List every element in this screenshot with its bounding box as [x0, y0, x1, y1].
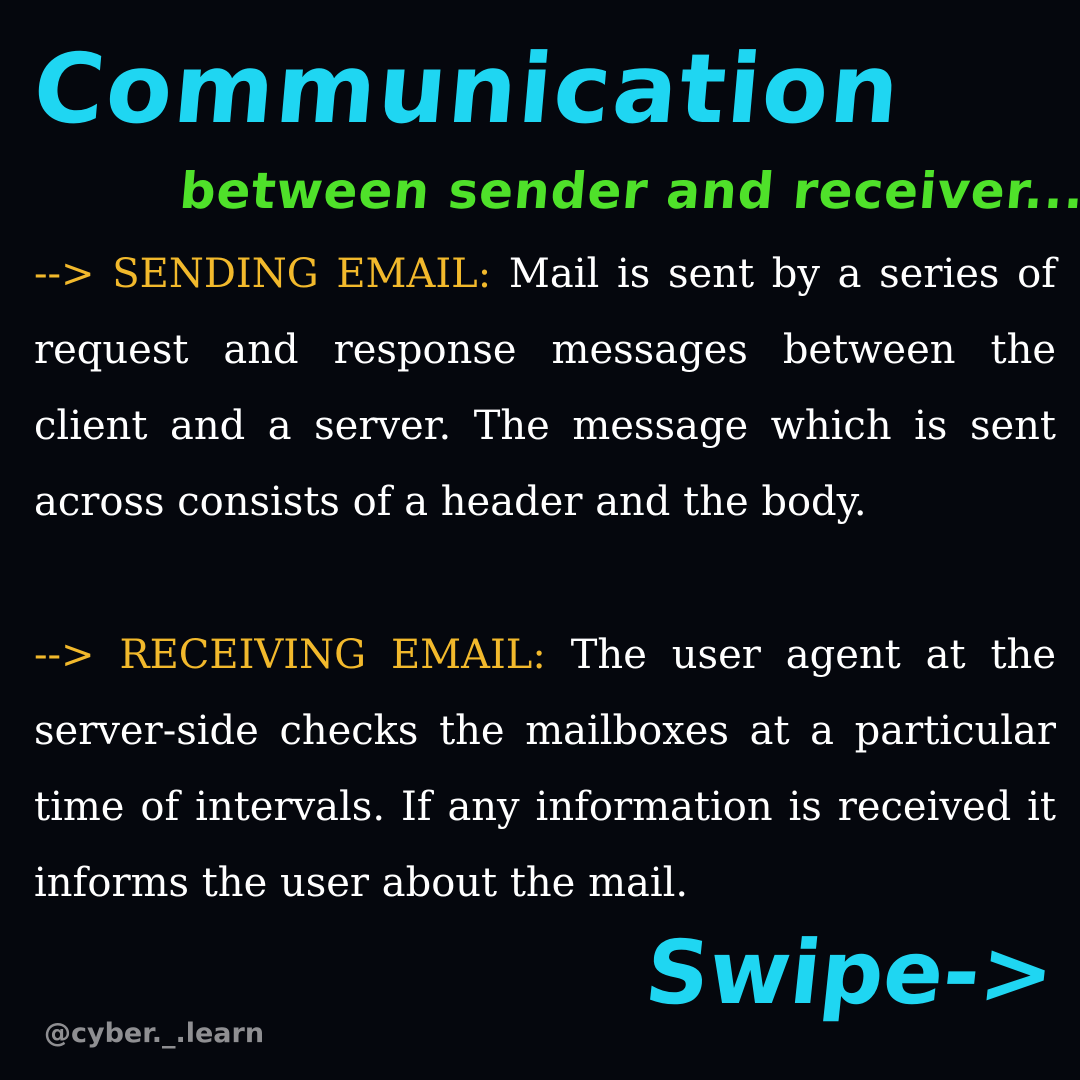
page-subtitle: between sender and receiver... [177, 162, 1080, 220]
page-title: Communication [29, 33, 906, 145]
swipe-prompt: Swipe-> [640, 921, 1060, 1024]
sending-email-heading: SENDING EMAIL: [112, 251, 492, 297]
receiving-email-arrow: --> [34, 632, 95, 678]
sending-email-text: Mail is sent by a series of request and … [34, 251, 1056, 525]
receiving-email-label: --> RECEIVING EMAIL: [34, 632, 546, 678]
receiving-email-paragraph: --> RECEIVING EMAIL: The user agent at t… [34, 617, 1056, 921]
sending-email-label: --> SENDING EMAIL: [34, 251, 491, 297]
account-handle: @cyber._.learn [44, 1018, 265, 1049]
sending-email-paragraph: --> SENDING EMAIL: Mail is sent by a ser… [34, 236, 1056, 540]
receiving-email-heading: RECEIVING EMAIL: [119, 632, 546, 678]
sending-email-arrow: --> [34, 251, 95, 297]
receiving-email-text: The user agent at the server-side checks… [34, 632, 1056, 906]
